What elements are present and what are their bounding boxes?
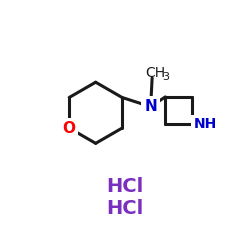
Text: HCl: HCl [106,176,144,196]
Text: NH: NH [194,117,217,131]
Text: 3: 3 [162,72,169,82]
Text: N: N [144,99,157,114]
Text: CH: CH [145,66,165,80]
Text: O: O [63,120,76,136]
Text: HCl: HCl [106,198,144,218]
